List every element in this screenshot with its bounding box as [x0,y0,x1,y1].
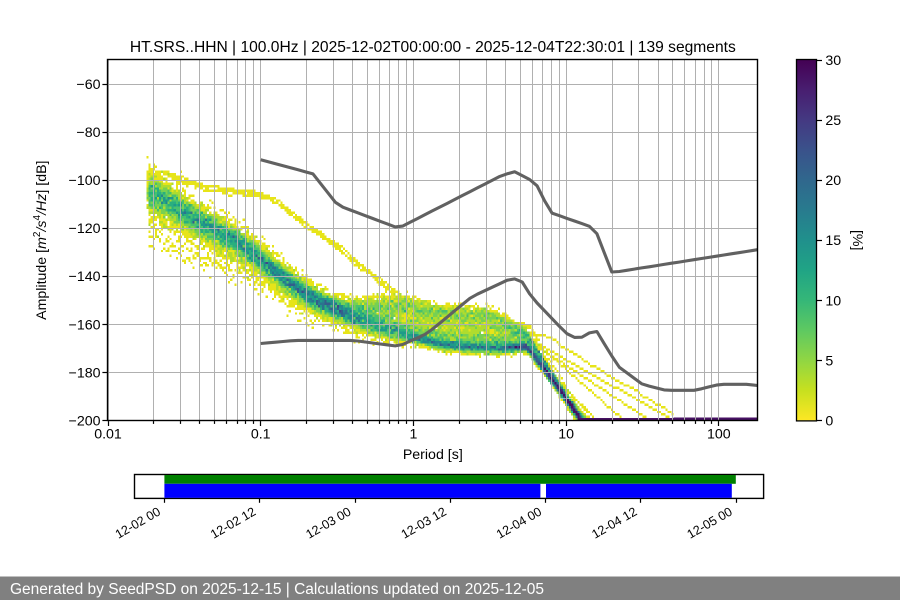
svg-text:1: 1 [409,427,417,443]
svg-text:−140: −140 [69,269,101,285]
svg-text:Generated by SeedPSD on 2025-1: Generated by SeedPSD on 2025-12-15 | Cal… [10,581,544,598]
svg-text:−100: −100 [69,173,101,189]
svg-text:Period [s]: Period [s] [403,447,463,463]
svg-text:0.1: 0.1 [251,427,271,443]
svg-text:−80: −80 [76,125,100,141]
svg-text:−180: −180 [69,365,101,381]
svg-text:20: 20 [825,173,841,189]
svg-text:HT.SRS..HHN | 100.0Hz | 2025-1: HT.SRS..HHN | 100.0Hz | 2025-12-02T00:00… [130,39,736,56]
svg-text:10: 10 [558,427,574,443]
svg-text:0.01: 0.01 [94,427,122,443]
svg-text:−60: −60 [76,77,100,93]
svg-text:15: 15 [825,233,841,249]
svg-text:−160: −160 [69,317,101,333]
svg-text:30: 30 [825,53,841,69]
svg-text:10: 10 [825,293,841,309]
svg-text:[%]: [%] [849,230,865,251]
svg-text:0: 0 [825,413,833,429]
svg-text:−120: −120 [69,221,101,237]
svg-text:100: 100 [707,427,731,443]
svg-text:25: 25 [825,113,841,129]
svg-text:−200: −200 [69,413,101,429]
svg-text:5: 5 [825,353,833,369]
svg-text:Amplitude [m2/s4/Hz] [dB]: Amplitude [m2/s4/Hz] [dB] [32,161,50,320]
